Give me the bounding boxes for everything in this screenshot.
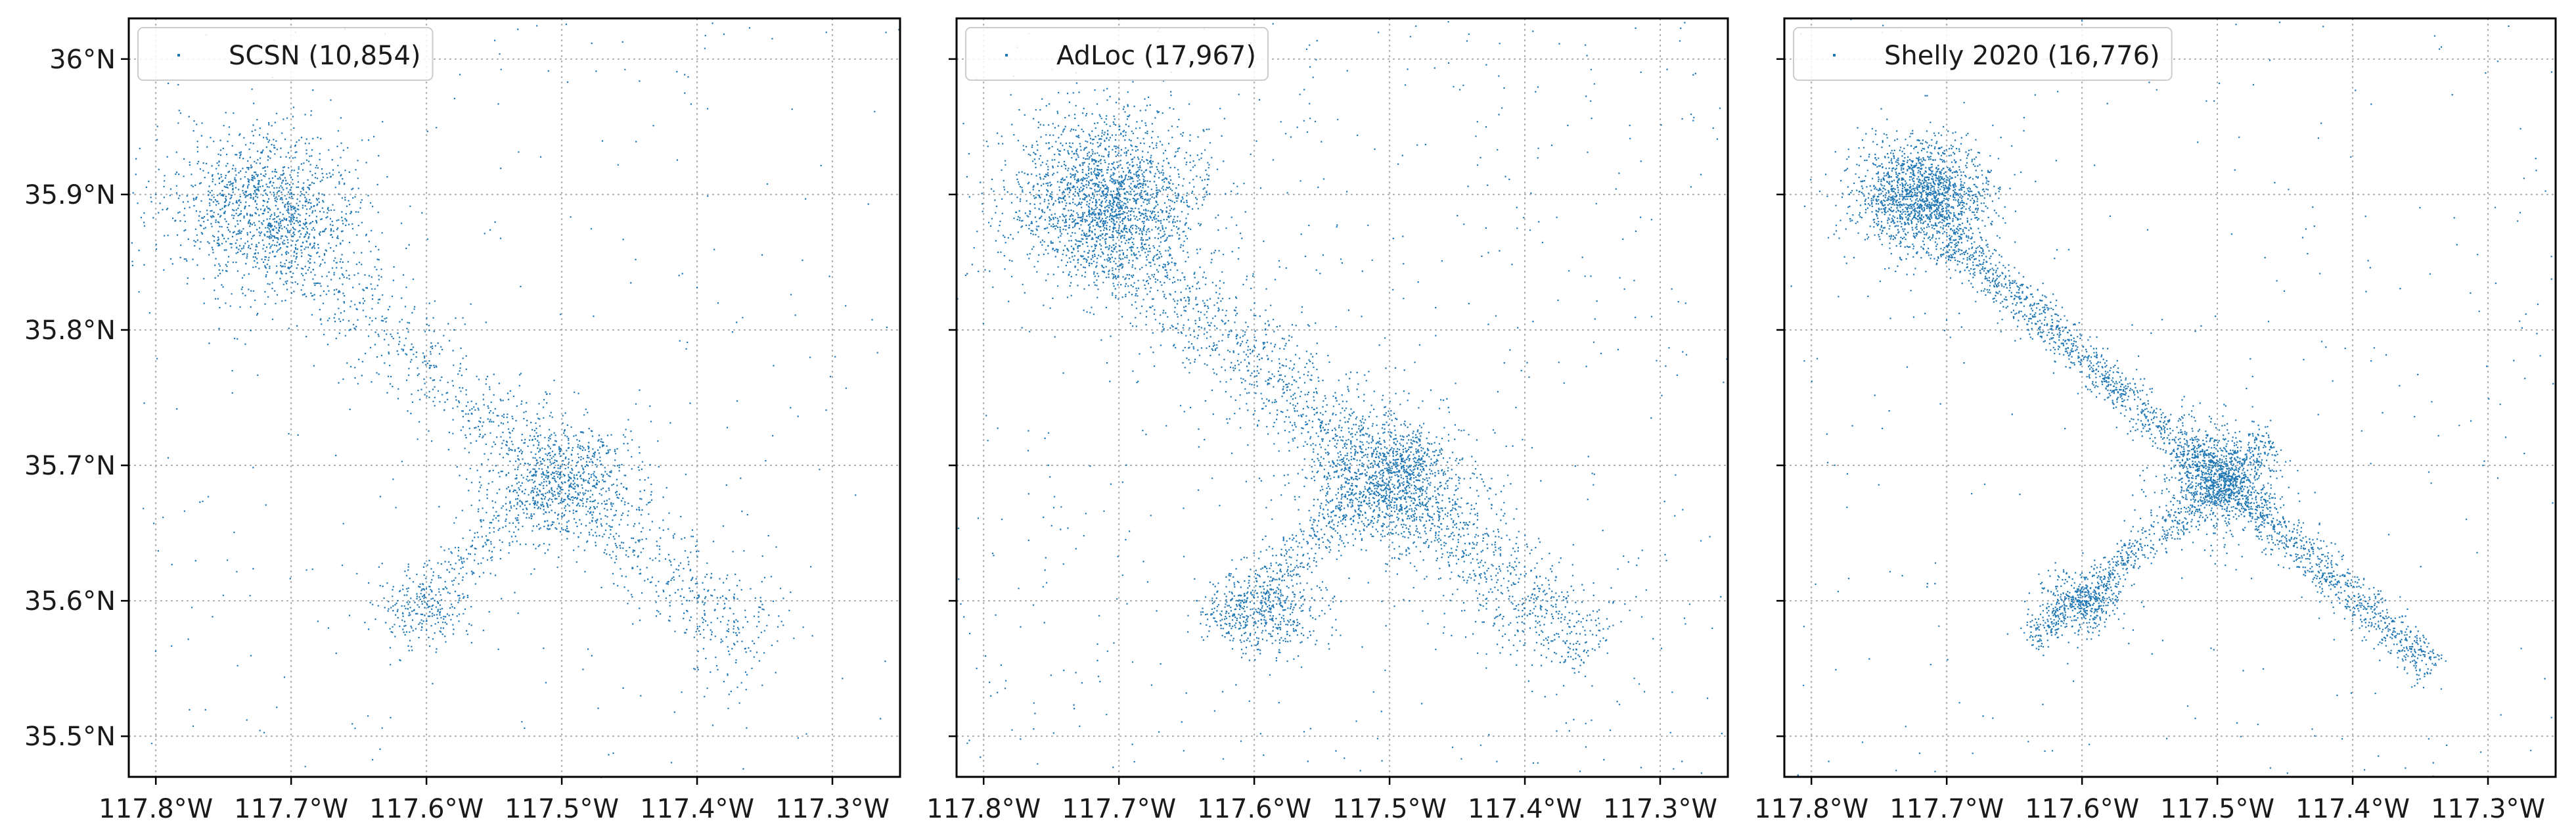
x-tick-label: 117.8°W [1754,794,1868,824]
x-tick-label: 117.3°W [1603,794,1717,824]
y-tick-label: 35.8°N [24,315,116,346]
legend-box [965,27,1269,81]
legend-label: Shelly 2020 (16,776) [1884,41,2160,71]
panel-adloc: 117.8°W 117.7°W 117.6°W 117.5°W 117.4°W 117.3… [926,17,1729,824]
legend-label: AdLoc (17,967) [1056,41,1256,71]
legend: Shelly 2020 (16,776) [1793,27,2173,81]
legend: AdLoc (17,967) [965,27,1269,81]
legend-box [137,27,434,81]
legend-label: SCSN (10,854) [229,41,421,71]
axes-frame [127,17,901,778]
x-tick-label: 117.6°W [1197,794,1311,824]
panel-shelly-2020: 117.8°W 117.7°W 117.6°W 117.5°W 117.4°W 117.3… [1754,17,2557,824]
x-tick-label: 117.4°W [640,794,754,824]
panel-scsn: 117.8°W 117.7°W 117.6°W 117.5°W 117.4°W 117.3… [24,17,901,824]
legend-marker [1005,54,1008,57]
grid [957,18,1728,777]
x-tick-label: 117.3°W [2431,794,2545,824]
ticks: 117.8°W 117.7°W 117.6°W 117.5°W 117.4°W 117.3… [1754,58,2545,824]
x-tick-label: 117.4°W [2295,794,2410,824]
x-tick-label: 117.7°W [1062,794,1176,824]
scatter-points [131,22,901,778]
x-tick-label: 117.4°W [1468,794,1582,824]
y-tick-label: 35.7°N [24,451,116,481]
ticks: 117.8°W 117.7°W 117.6°W 117.5°W 117.4°W 117.3… [926,58,1717,824]
x-tick-label: 117.7°W [234,794,348,824]
x-tick-label: 117.7°W [1889,794,2004,824]
axes-frame [1783,17,2557,778]
grid [129,18,900,777]
y-tick-label: 35.6°N [24,586,116,617]
earthquake-points [131,22,901,778]
y-tick-label: 35.5°N [24,722,116,752]
y-tick-label: 36°N [49,45,116,75]
legend-box [1793,27,2173,81]
x-tick-label: 117.5°W [1332,794,1447,824]
x-tick-label: 117.3°W [775,794,890,824]
axes-frame [955,17,1729,778]
x-tick-label: 117.8°W [99,794,213,824]
x-tick-label: 117.8°W [926,794,1041,824]
x-tick-label: 117.5°W [2160,794,2274,824]
legend-marker [177,54,180,57]
y-tick-label: 35.9°N [24,180,116,210]
ticks: 117.8°W 117.7°W 117.6°W 117.5°W 117.4°W 117.3… [24,45,890,824]
legend: SCSN (10,854) [137,27,434,81]
x-tick-label: 117.5°W [505,794,619,824]
x-tick-label: 117.6°W [2025,794,2139,824]
x-tick-label: 117.6°W [369,794,484,824]
legend-marker [1833,54,1836,57]
